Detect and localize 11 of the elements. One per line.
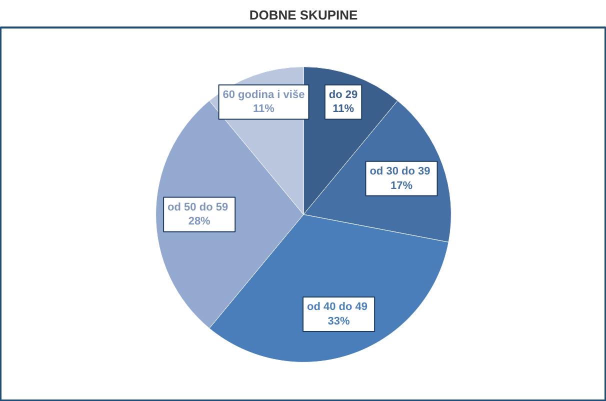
data-label: 11% — [253, 103, 275, 116]
data-label: 33% — [328, 315, 350, 328]
data-label: 17% — [390, 180, 413, 192]
data-label: 11% — [332, 103, 354, 116]
chart-title: DOBNE SKUPINE — [249, 8, 358, 22]
slice-label: 60 godina i više — [222, 88, 305, 101]
slice-label: do 29 — [328, 88, 358, 101]
slice-label: od 40 do 49 — [306, 301, 368, 314]
slice-label: od 30 do 39 — [370, 165, 430, 178]
data-label: 28% — [188, 216, 211, 228]
slice-label: od 50 do 59 — [168, 201, 228, 214]
